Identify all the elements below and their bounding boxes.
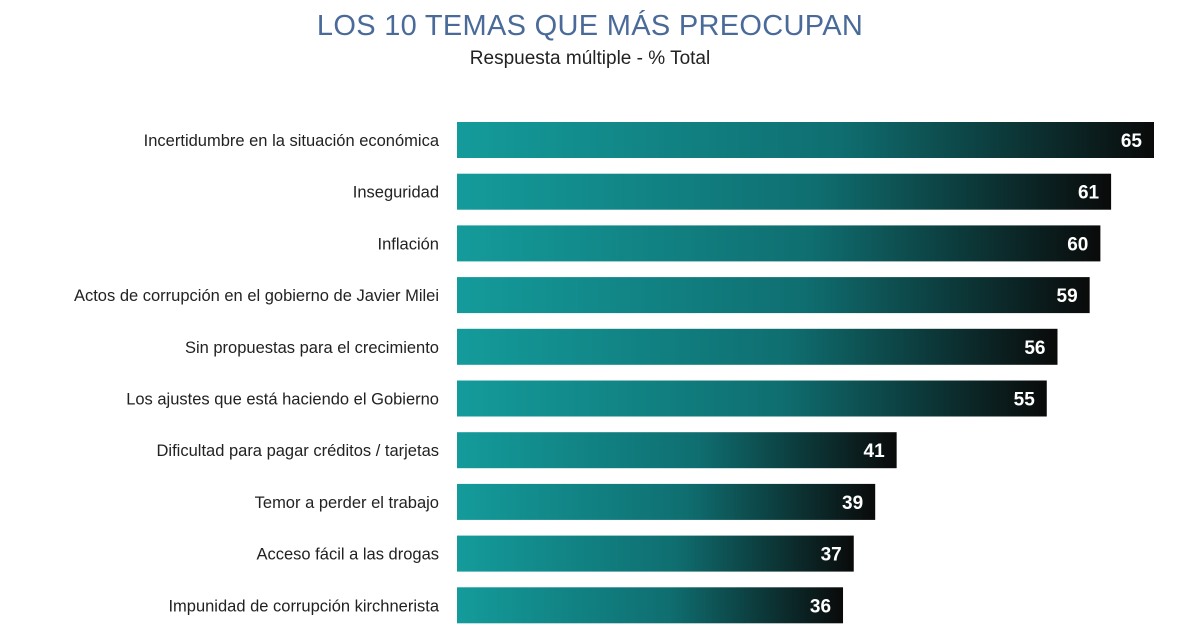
chart-title: LOS 10 TEMAS QUE MÁS PREOCUPAN: [316, 10, 864, 42]
bar-9: [457, 535, 854, 572]
category-label-3: Inflación: [378, 235, 439, 253]
category-label-1: Incertidumbre en la situación económica: [144, 132, 440, 150]
bar-6: [457, 380, 1047, 417]
category-label-5: Sin propuestas para el crecimiento: [185, 339, 439, 357]
category-label-4: Actos de corrupción en el gobierno de Ja…: [74, 287, 439, 305]
value-label-1: 65: [1121, 131, 1143, 152]
category-label-8: Temor a perder el trabajo: [255, 494, 439, 512]
value-label-2: 61: [1078, 183, 1100, 204]
bar-5: [457, 328, 1058, 365]
value-label-7: 41: [864, 441, 886, 462]
bar-3: [457, 225, 1101, 262]
chart-subtitle: Respuesta múltiple - % Total: [469, 48, 711, 69]
category-label-10: Impunidad de corrupción kirchnerista: [168, 597, 439, 615]
category-label-2: Inseguridad: [353, 184, 439, 202]
bar-2: [457, 173, 1112, 210]
category-label-7: Dificultad para pagar créditos / tarjeta…: [157, 442, 439, 460]
category-label-9: Acceso fácil a las drogas: [256, 546, 439, 564]
bar-7: [457, 432, 897, 469]
value-label-6: 55: [1014, 390, 1036, 411]
value-label-4: 59: [1057, 286, 1078, 307]
value-label-5: 56: [1024, 338, 1045, 359]
category-label-6: Los ajustes que está haciendo el Gobiern…: [126, 391, 439, 409]
value-label-9: 37: [821, 545, 842, 566]
bar-10: [457, 587, 844, 624]
bars-group: Incertidumbre en la situación económica 6…: [74, 122, 1154, 624]
value-label-3: 60: [1067, 234, 1088, 255]
bar-4: [457, 277, 1090, 314]
value-label-10: 36: [810, 596, 831, 617]
bar-8: [457, 483, 876, 520]
value-label-8: 39: [842, 493, 863, 514]
bar-1: [457, 122, 1154, 158]
